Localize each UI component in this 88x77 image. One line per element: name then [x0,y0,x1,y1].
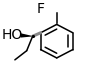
Polygon shape [21,33,33,38]
Text: F: F [36,2,44,16]
Text: HO: HO [2,28,23,42]
